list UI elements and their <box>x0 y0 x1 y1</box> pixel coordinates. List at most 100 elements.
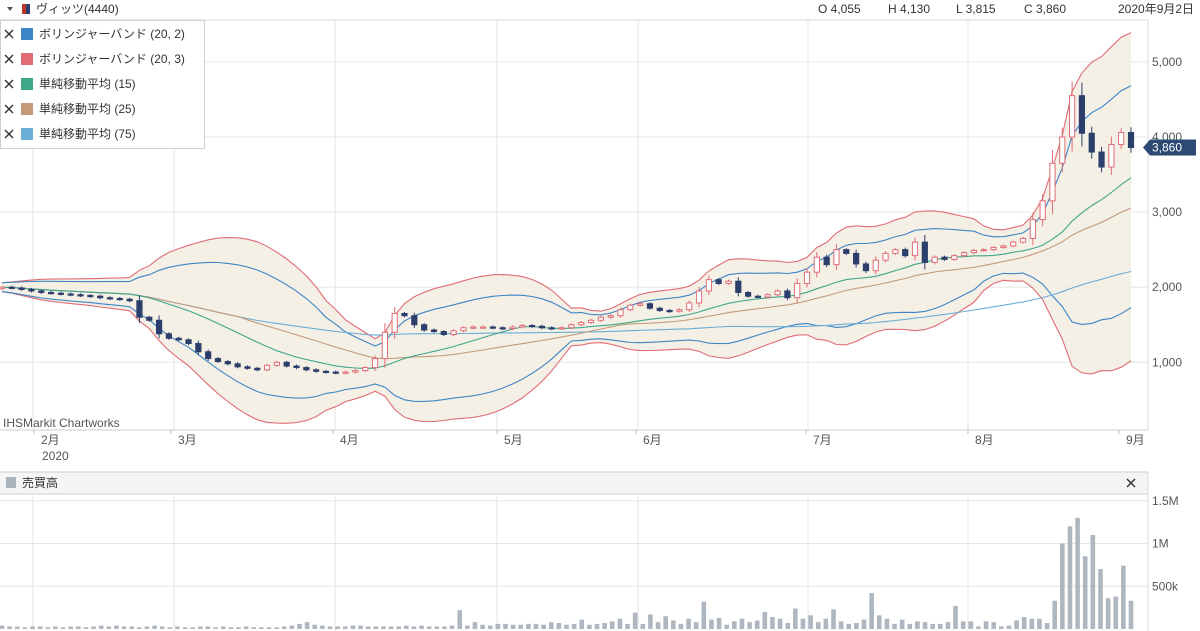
volume-bar <box>869 593 874 629</box>
volume-bar <box>1113 596 1119 629</box>
volume-bar <box>0 625 5 629</box>
volume-bar <box>388 626 394 629</box>
volume-bar <box>198 626 203 629</box>
last-price-label: 3,860 <box>1152 141 1182 155</box>
candle-body <box>1108 144 1115 168</box>
volume-bar <box>236 627 241 629</box>
candle-body <box>440 331 447 336</box>
remove-indicator-icon[interactable] <box>4 129 14 139</box>
volume-bar <box>60 627 66 629</box>
candle-body <box>195 343 202 353</box>
candle-body <box>862 263 870 272</box>
volume-bar <box>800 618 806 629</box>
volume-bar <box>571 623 577 629</box>
volume-header <box>0 472 1148 494</box>
volume-bar <box>152 625 157 629</box>
volume-axis: 500k 1M 1.5M <box>1152 494 1179 594</box>
volume-bar <box>693 622 699 629</box>
candle-body <box>0 286 6 290</box>
candle-body <box>745 291 752 297</box>
bollinger-2-upper <box>1 85 1132 347</box>
volume-bar <box>777 618 783 629</box>
volume-bar <box>98 625 104 629</box>
volume-close-icon[interactable] <box>1126 478 1136 488</box>
volume-bar <box>724 624 729 629</box>
candle-body <box>823 256 830 266</box>
candle-body <box>371 358 379 369</box>
volume-bar <box>457 610 463 629</box>
candle-body <box>538 325 546 329</box>
candle-body <box>1118 131 1125 146</box>
candle-body <box>578 321 585 326</box>
price-grid <box>0 20 1148 430</box>
candle-body <box>57 292 65 295</box>
volume-bar <box>747 622 752 629</box>
candle-body <box>774 290 781 296</box>
volume-bar <box>114 625 119 629</box>
candle-body <box>990 246 997 251</box>
volume-bar <box>632 612 638 629</box>
volume-bar <box>320 625 325 629</box>
volume-bar <box>846 623 852 629</box>
candle-body <box>263 364 271 371</box>
chevron-down-icon[interactable] <box>7 7 13 11</box>
candle-body <box>951 255 958 260</box>
volume-bar <box>709 619 714 629</box>
volume-bar <box>1128 600 1134 629</box>
candle-body <box>97 295 104 299</box>
volume-bar <box>53 626 58 629</box>
candle-body <box>695 290 703 304</box>
volume-bar <box>793 608 798 629</box>
remove-indicator-icon[interactable] <box>4 54 14 64</box>
volume-bar <box>213 627 218 629</box>
volume-bar <box>762 611 768 629</box>
candle-body <box>666 309 673 313</box>
volume-bar <box>739 618 745 629</box>
volume-bar <box>1082 556 1088 629</box>
remove-indicator-icon[interactable] <box>4 29 14 39</box>
volume-bar <box>953 605 958 629</box>
candle-body <box>489 326 496 329</box>
volume-bar <box>1014 620 1019 629</box>
volume-bar <box>899 619 905 629</box>
indicator-legend: ボリンジャーバンド (20, 2) ボリンジャーバンド (20, 3) 単純移動平均… <box>0 20 205 149</box>
candle-body <box>77 294 84 297</box>
candle-body <box>1059 136 1066 164</box>
candle-body <box>833 249 840 266</box>
volume-bar <box>556 623 562 629</box>
remove-indicator-icon[interactable] <box>4 104 14 114</box>
candle-body <box>902 249 909 257</box>
volume-bar <box>266 627 272 629</box>
candle-body <box>293 365 300 369</box>
candle-body <box>627 304 634 311</box>
candle-body <box>597 316 604 321</box>
volume-bar <box>335 626 340 629</box>
volume-bar <box>22 627 28 629</box>
volume-bar <box>770 617 775 629</box>
candle-body <box>509 326 516 330</box>
candle-body <box>175 337 182 341</box>
volume-bar <box>7 626 12 629</box>
volume-bar <box>480 624 485 629</box>
x-tick-label: 4月 <box>340 433 359 447</box>
volume-bar <box>312 624 318 629</box>
volume-bar <box>854 623 859 629</box>
volume-bar <box>1052 600 1058 629</box>
x-tick-label: 6月 <box>643 433 662 447</box>
volume-bar <box>564 624 569 629</box>
legend-swatch <box>21 28 33 40</box>
ohlc-high: H 4,130 <box>888 2 930 16</box>
volume-bar <box>45 627 51 629</box>
remove-indicator-icon[interactable] <box>4 79 14 89</box>
y-tick-label: 3,000 <box>1152 205 1182 219</box>
volume-bar <box>686 618 691 629</box>
candle-body <box>784 290 791 299</box>
volume-bar <box>14 626 20 629</box>
candle-body <box>352 370 359 373</box>
candle-body <box>450 330 457 336</box>
candle-body <box>106 297 114 300</box>
volume-bar <box>587 624 592 629</box>
volume-bar <box>190 627 196 629</box>
symbol-color-icon-2 <box>26 4 30 14</box>
